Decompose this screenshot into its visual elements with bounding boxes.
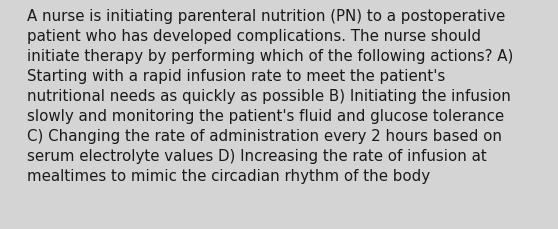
Text: A nurse is initiating parenteral nutrition (PN) to a postoperative
patient who h: A nurse is initiating parenteral nutriti… [27, 9, 514, 184]
